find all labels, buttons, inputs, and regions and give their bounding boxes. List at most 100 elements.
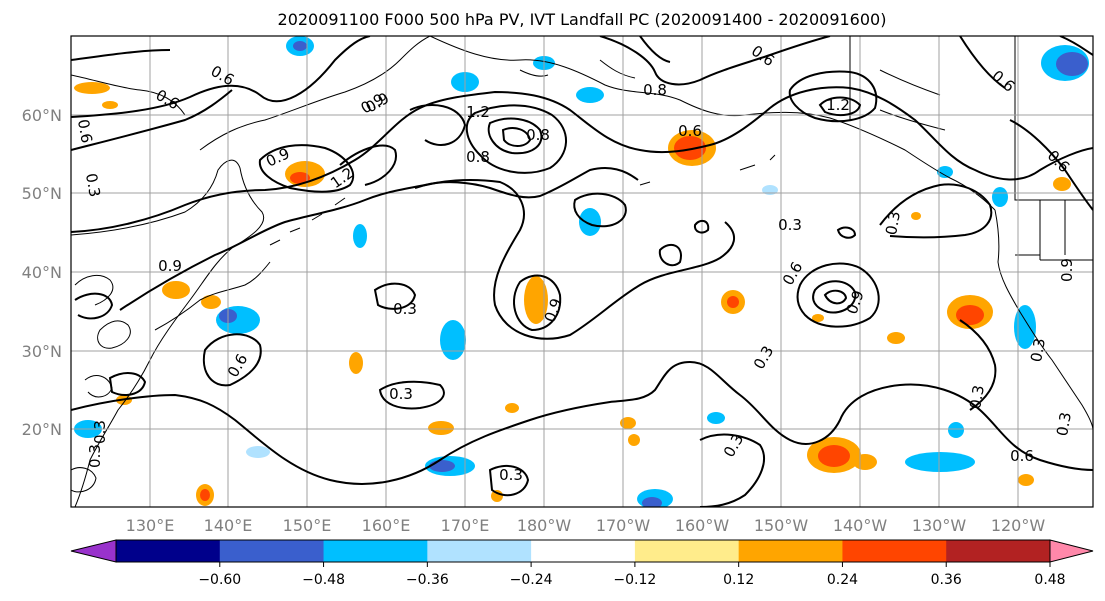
fill-blob bbox=[1018, 474, 1034, 486]
contour-line bbox=[823, 289, 848, 305]
colorbar-segment bbox=[323, 540, 428, 562]
latitude-label: 20°N bbox=[22, 420, 62, 439]
contour-line bbox=[573, 192, 627, 228]
contour-line bbox=[71, 89, 233, 151]
longitude-label: 130°W bbox=[912, 516, 967, 535]
map-frame bbox=[70, 35, 1094, 508]
fill-blob bbox=[1014, 305, 1036, 349]
fill-blob bbox=[937, 166, 953, 178]
latitude-label: 30°N bbox=[22, 342, 62, 361]
colorbar-tick-label: 0.48 bbox=[1034, 572, 1065, 588]
longitude-label: 140°E bbox=[204, 516, 253, 535]
contour-line bbox=[71, 360, 1093, 485]
contour-line bbox=[699, 433, 765, 507]
contour-label: 1.2 bbox=[466, 103, 490, 121]
fill-blob bbox=[620, 417, 636, 429]
contour-label: 0.3 bbox=[1027, 337, 1049, 364]
longitude-label: 150°E bbox=[283, 516, 332, 535]
longitude-label: 170°W bbox=[596, 516, 651, 535]
fill-blob bbox=[887, 332, 905, 344]
contour-line bbox=[836, 226, 857, 239]
colorbar-segment bbox=[842, 540, 947, 562]
contour-line bbox=[788, 70, 878, 123]
fill-blob bbox=[579, 208, 601, 236]
longitude-label: 130°E bbox=[126, 516, 175, 535]
colorbar-extend-high bbox=[1049, 539, 1094, 563]
contour-line bbox=[818, 96, 862, 117]
longitude-labels: 130°E 140°E 150°E 160°E 170°E 180°W 170°W 160°W… bbox=[126, 516, 1046, 535]
fill-blob bbox=[1056, 52, 1088, 76]
contour-line bbox=[465, 104, 567, 174]
contour-label: 0.3 bbox=[91, 420, 109, 444]
coastline bbox=[74, 274, 114, 306]
contour-line bbox=[71, 36, 371, 118]
coastline bbox=[994, 209, 1093, 431]
fill-blob bbox=[853, 454, 877, 470]
colorbar-segment bbox=[219, 540, 325, 562]
contour-line bbox=[71, 86, 1093, 233]
coastline bbox=[71, 467, 97, 493]
fill-blob bbox=[674, 136, 706, 160]
fill-blob bbox=[200, 489, 210, 501]
longitude-label: 160°W bbox=[675, 516, 730, 535]
contour-label: 0.9 bbox=[158, 257, 182, 275]
fill-blob bbox=[246, 446, 270, 458]
contour-label: 0.3 bbox=[1053, 411, 1075, 438]
colorbar-tick-label: −0.60 bbox=[198, 572, 241, 588]
colorbar-tick-label: 0.36 bbox=[931, 572, 962, 588]
contour-label: 0.3 bbox=[389, 385, 413, 403]
contour-line bbox=[108, 372, 147, 396]
contour-line bbox=[258, 144, 355, 193]
fill-blob bbox=[429, 460, 455, 472]
fill-blob bbox=[576, 87, 604, 103]
coastline bbox=[269, 197, 346, 246]
fill-blob bbox=[818, 445, 850, 467]
colorbar-extend-low bbox=[70, 539, 117, 563]
fill-blob bbox=[642, 497, 662, 507]
longitude-label: 140°W bbox=[833, 516, 888, 535]
contour-label: 0.6 bbox=[74, 118, 96, 145]
longitude-label: 120°W bbox=[991, 516, 1046, 535]
contour-line bbox=[599, 36, 831, 86]
coastline bbox=[1014, 36, 1093, 201]
contour-label: 0.3 bbox=[393, 300, 417, 318]
contour-line bbox=[414, 179, 735, 340]
contour-line bbox=[487, 117, 543, 155]
longitude-label: 180°W bbox=[517, 516, 572, 535]
longitude-label: 170°E bbox=[441, 516, 490, 535]
fill-blob bbox=[505, 403, 519, 413]
latitude-labels: 60°N 50°N 40°N 30°N 20°N bbox=[22, 106, 62, 439]
contour-label: 0.3 bbox=[499, 466, 523, 484]
latitude-label: 50°N bbox=[22, 184, 62, 203]
latitude-label: 60°N bbox=[22, 106, 62, 125]
fill-blob bbox=[905, 452, 975, 472]
fill-blob bbox=[162, 281, 190, 299]
contour-line bbox=[1059, 36, 1093, 56]
contour-line bbox=[409, 104, 467, 146]
contour-line bbox=[119, 167, 639, 311]
fill-blob bbox=[956, 305, 984, 325]
contour-line bbox=[693, 219, 710, 234]
contour-label: 0.8 bbox=[466, 148, 490, 166]
contour-line bbox=[959, 36, 1006, 89]
colorbar-segment bbox=[738, 540, 843, 562]
colorbar-tick-label: −0.36 bbox=[406, 572, 449, 588]
coastline bbox=[199, 36, 431, 151]
contour-label: 0.3 bbox=[86, 444, 104, 468]
fill-blob bbox=[491, 490, 503, 502]
contour-line bbox=[373, 282, 417, 310]
contour-line bbox=[658, 243, 682, 267]
colorbar-segment bbox=[427, 540, 532, 562]
contour-line bbox=[959, 319, 997, 411]
contour-label: 0.3 bbox=[966, 384, 988, 411]
contour-label: 0.3 bbox=[82, 172, 104, 199]
contour-line bbox=[74, 292, 114, 320]
contour-line bbox=[513, 274, 562, 332]
coastline bbox=[639, 154, 776, 186]
colorbar-segment bbox=[946, 540, 1051, 562]
contour-label: 0.8 bbox=[643, 81, 667, 99]
fill-blob bbox=[201, 295, 221, 309]
contour-line bbox=[501, 127, 532, 147]
fill-blob bbox=[992, 187, 1008, 207]
contour-label: 1.2 bbox=[826, 96, 850, 114]
